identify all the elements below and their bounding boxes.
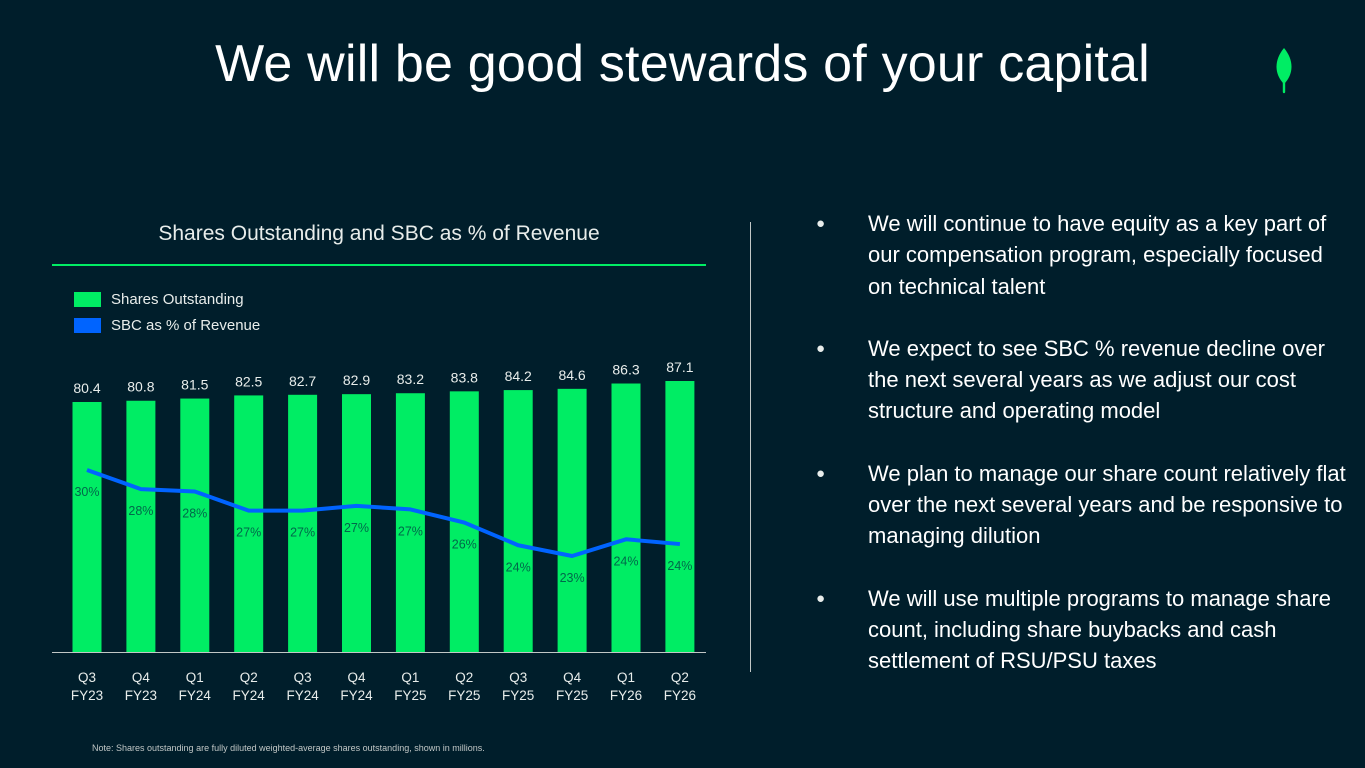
bar-value-label: 84.6 [558,367,585,383]
bar-value-label: 83.8 [451,369,478,385]
bullet-item: ● We will use multiple programs to manage… [816,583,1346,677]
legend-label-sbc: SBC as % of Revenue [111,316,261,334]
bullet-item: ● We expect to see SBC % revenue decline … [816,333,1346,427]
bullet-item: ● We plan to manage our share count relat… [816,458,1346,552]
x-tick-label: Q4 [347,670,366,685]
bar [557,388,587,652]
bullet-dot: ● [816,339,826,357]
bullet-text: We expect to see SBC % revenue decline o… [868,335,1325,424]
x-tick-label: Q1 [186,670,204,685]
line-value-label: 28% [128,504,153,518]
bar-value-label: 82.7 [289,373,316,389]
bar [234,395,264,652]
line-value-label: 24% [506,560,531,574]
x-tick-label: Q2 [671,670,689,685]
bullet-text: We will use multiple programs to manage … [868,585,1332,674]
line-value-label: 30% [74,485,99,499]
line-value-label: 27% [398,524,423,538]
vertical-divider [750,222,751,672]
bullet-list: ● We will continue to have equity as a ke… [816,208,1346,708]
line-value-label: 26% [452,538,477,552]
bar-value-label: 86.3 [612,362,639,378]
x-tick-label: Q1 [401,670,419,685]
bullet-text: We will continue to have equity as a key… [868,211,1327,299]
chart-title: Shares Outstanding and SBC as % of Reven… [158,222,600,245]
legend-swatch-sbc [74,317,101,333]
legend-label-shares: Shares Outstanding [111,290,244,308]
bar [288,394,318,652]
x-tick-label: Q4 [132,670,151,685]
chart-title-rule [52,264,706,266]
x-tick-label: Q2 [240,670,258,685]
bullet-dot: ● [816,215,826,232]
x-tick-label: Q3 [294,670,312,685]
x-tick-label: FY24 [233,688,266,703]
footnote: Note: Shares outstanding are fully dilut… [92,743,485,753]
bar-value-label: 81.5 [181,377,208,393]
legend-entry-sbc: SBC as % of Revenue [74,312,260,338]
chart-legend: Shares Outstanding SBC as % of Revenue [74,286,260,338]
x-tick-label: FY25 [448,688,480,703]
line-value-label: 24% [667,559,692,573]
x-tick-label: FY26 [664,688,696,703]
bar [180,398,210,652]
bullet-dot: ● [816,589,826,607]
x-tick-label: FY23 [125,688,157,703]
bar-value-label: 82.5 [235,373,262,389]
legend-entry-shares: Shares Outstanding [74,286,260,312]
x-tick-label: Q3 [78,670,96,685]
bar-value-label: 84.2 [505,368,532,384]
bar [665,381,695,652]
line-value-label: 27% [290,526,315,540]
slide-title: We will be good stewards of your capital [215,35,1150,93]
sbc-line [86,468,681,558]
line-value-label: 27% [344,521,369,535]
bar [503,390,533,652]
x-tick-label: Q4 [563,670,582,685]
line-value-label: 23% [560,571,585,585]
legend-swatch-shares [74,291,101,307]
bar-value-label: 83.2 [397,371,424,387]
x-tick-label: Q3 [509,670,527,685]
line-value-label: 24% [613,554,638,568]
x-tick-label: Q1 [617,670,635,685]
bar-value-label: 80.4 [73,380,100,396]
bar-line-chart: 80.4 Q3 FY23 80.8 Q4 FY23 81.5 Q1 FY24 82.5 Q2 FY24… [52,359,706,703]
line-value-label: 27% [236,526,261,540]
bar [611,383,641,652]
line-value-label: 28% [182,507,207,521]
x-tick-label: FY24 [179,688,212,703]
bar-value-label: 82.9 [343,372,370,388]
bar [342,394,371,652]
x-tick-label: FY25 [502,688,534,703]
x-tick-label: FY25 [556,688,588,703]
bullet-text: We plan to manage our share count relati… [868,460,1346,549]
leaf-icon [1276,48,1292,94]
bar [126,400,156,652]
x-tick-label: FY23 [71,688,103,703]
x-tick-label: FY24 [286,688,319,703]
x-tick-label: FY24 [340,688,373,703]
bar-value-label: 87.1 [666,359,693,375]
bullet-dot: ● [816,464,826,482]
x-tick-label: Q2 [455,670,473,685]
bar-value-label: 80.8 [127,379,154,395]
bullet-item: ● We will continue to have equity as a ke… [816,208,1346,302]
x-tick-label: FY26 [610,688,642,703]
bar [72,402,102,652]
bar [395,393,425,652]
x-tick-label: FY25 [394,688,426,703]
